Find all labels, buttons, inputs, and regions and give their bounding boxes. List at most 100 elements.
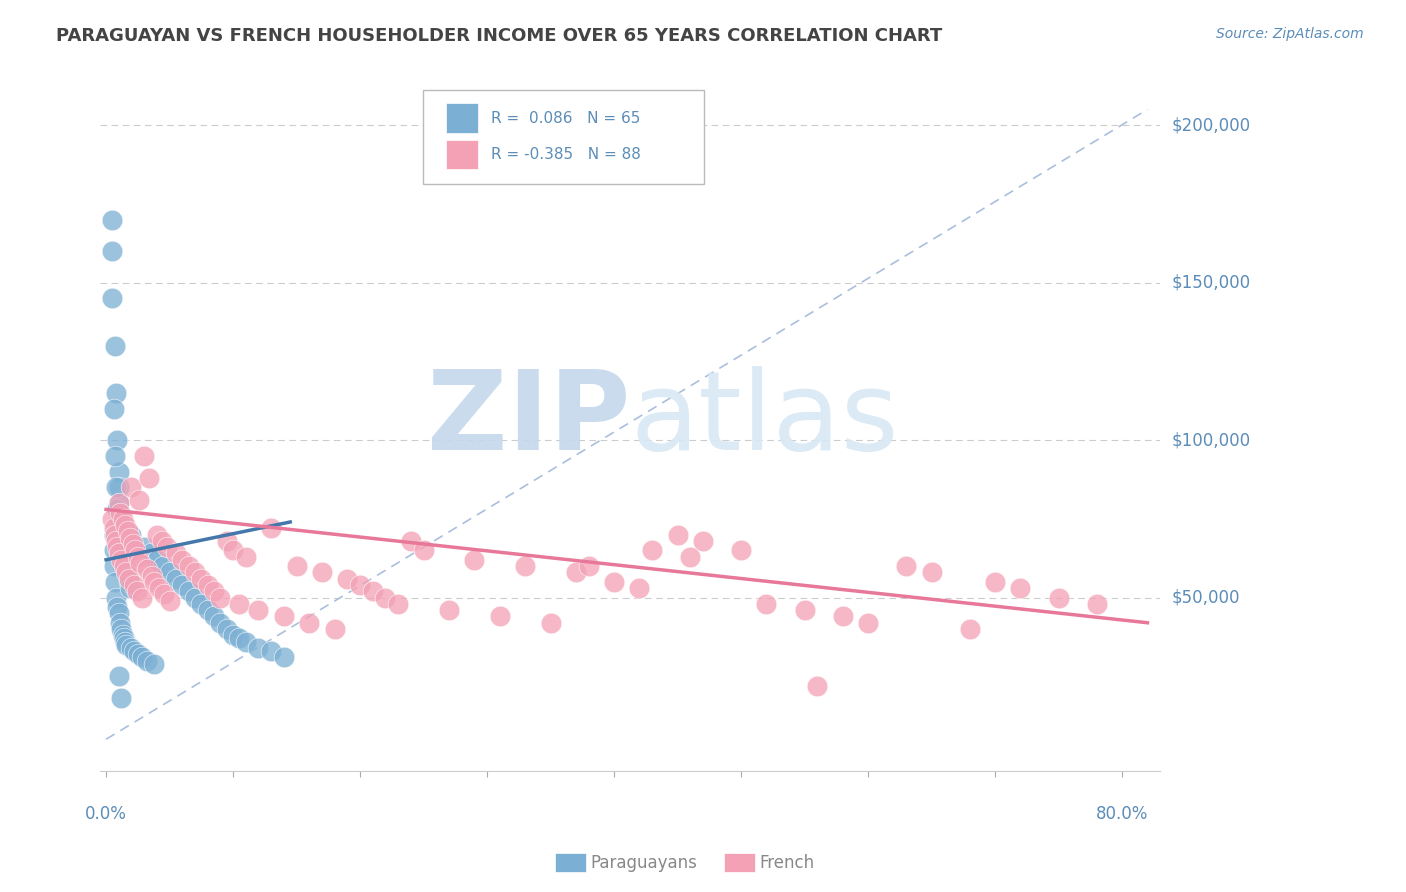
- Point: [190, 597, 212, 611]
- Point: [118, 574, 141, 589]
- Text: 80.0%: 80.0%: [1095, 805, 1149, 823]
- Point: [107, 546, 129, 560]
- Point: [165, 572, 187, 586]
- Point: [831, 609, 853, 624]
- Point: [177, 584, 200, 599]
- Point: [235, 549, 257, 564]
- Point: [135, 562, 157, 576]
- Point: [349, 578, 371, 592]
- Point: [129, 556, 152, 570]
- Point: [755, 597, 778, 611]
- Point: [120, 531, 142, 545]
- FancyBboxPatch shape: [423, 89, 704, 185]
- Text: $200,000: $200,000: [1171, 116, 1250, 134]
- Point: [134, 540, 156, 554]
- Point: [387, 597, 409, 611]
- Point: [197, 578, 219, 592]
- Point: [515, 559, 537, 574]
- Point: [125, 584, 148, 599]
- Point: [197, 603, 219, 617]
- Point: [628, 581, 651, 595]
- Point: [202, 584, 225, 599]
- Point: [105, 385, 128, 400]
- Point: [260, 521, 283, 535]
- Point: [101, 212, 124, 227]
- Point: [112, 559, 135, 574]
- Point: [103, 521, 125, 535]
- Point: [143, 657, 166, 671]
- Text: $100,000: $100,000: [1171, 431, 1250, 449]
- Point: [959, 622, 981, 636]
- Point: [115, 562, 138, 576]
- Point: [111, 543, 134, 558]
- Point: [222, 543, 245, 558]
- Text: atlas: atlas: [630, 366, 898, 473]
- Point: [190, 572, 212, 586]
- Point: [437, 603, 460, 617]
- Point: [103, 527, 125, 541]
- Point: [108, 506, 131, 520]
- Point: [793, 603, 815, 617]
- Point: [361, 584, 384, 599]
- Point: [184, 566, 207, 580]
- Point: [131, 650, 153, 665]
- Point: [111, 512, 134, 526]
- Point: [692, 533, 714, 548]
- Point: [103, 401, 125, 416]
- Point: [215, 622, 238, 636]
- Point: [578, 559, 600, 574]
- Point: [894, 559, 917, 574]
- Point: [603, 574, 626, 589]
- Point: [159, 566, 181, 580]
- Point: [228, 632, 250, 646]
- Text: PARAGUAYAN VS FRENCH HOUSEHOLDER INCOME OVER 65 YEARS CORRELATION CHART: PARAGUAYAN VS FRENCH HOUSEHOLDER INCOME …: [56, 27, 942, 45]
- Point: [112, 632, 135, 646]
- Text: $50,000: $50,000: [1171, 589, 1240, 607]
- Point: [135, 654, 157, 668]
- Point: [120, 581, 142, 595]
- Point: [153, 587, 176, 601]
- Point: [103, 543, 125, 558]
- Point: [323, 622, 346, 636]
- Point: [311, 566, 333, 580]
- Point: [110, 691, 132, 706]
- Point: [134, 449, 156, 463]
- Point: [107, 669, 129, 683]
- Point: [107, 465, 129, 479]
- Point: [121, 537, 143, 551]
- Point: [114, 518, 136, 533]
- Text: ZIP: ZIP: [426, 366, 630, 473]
- Text: Paraguayans: Paraguayans: [591, 854, 697, 871]
- Point: [112, 549, 135, 564]
- Point: [399, 533, 422, 548]
- Point: [247, 640, 270, 655]
- Text: R = -0.385   N = 88: R = -0.385 N = 88: [491, 147, 641, 162]
- Point: [730, 543, 752, 558]
- Point: [139, 546, 162, 560]
- Point: [165, 546, 187, 560]
- Point: [156, 540, 179, 554]
- Point: [172, 578, 194, 592]
- Point: [105, 591, 128, 605]
- Point: [124, 543, 146, 558]
- Point: [141, 568, 163, 582]
- Point: [666, 527, 689, 541]
- Point: [101, 512, 124, 526]
- Point: [105, 480, 128, 494]
- Point: [260, 644, 283, 658]
- Point: [114, 556, 136, 570]
- Point: [463, 553, 485, 567]
- Point: [209, 591, 232, 605]
- Point: [122, 578, 145, 592]
- Point: [488, 609, 510, 624]
- Point: [127, 647, 149, 661]
- Text: R =  0.086   N = 65: R = 0.086 N = 65: [491, 111, 640, 126]
- Point: [128, 492, 150, 507]
- Point: [172, 553, 194, 567]
- Point: [104, 574, 127, 589]
- Point: [121, 640, 143, 655]
- Point: [107, 496, 129, 510]
- Point: [105, 533, 128, 548]
- Point: [115, 566, 138, 580]
- Point: [143, 574, 166, 589]
